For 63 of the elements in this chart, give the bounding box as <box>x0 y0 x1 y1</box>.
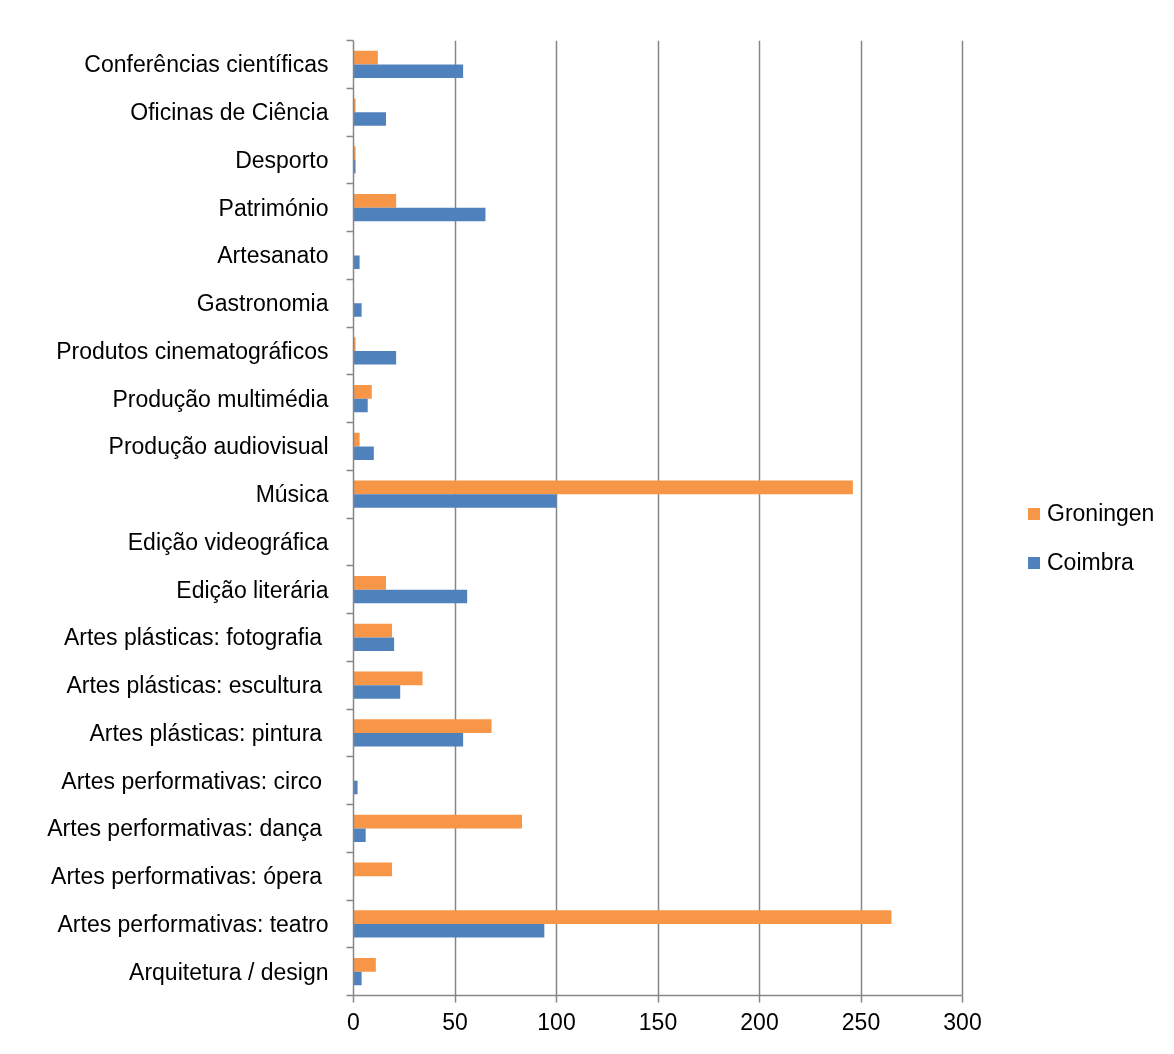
x-tick-label: 300 <box>943 1008 982 1035</box>
y-tick-label: Património <box>218 194 329 221</box>
bar <box>353 589 468 604</box>
bar <box>353 971 362 986</box>
legend-label: Coimbra <box>1047 549 1134 576</box>
x-tick-label: 100 <box>537 1008 576 1035</box>
x-tick-label: 200 <box>740 1008 779 1035</box>
bar <box>353 671 423 686</box>
x-tick-label: 150 <box>638 1008 678 1035</box>
y-tick-label: Artes performativas: circo <box>61 767 323 794</box>
bar <box>353 576 386 590</box>
bar <box>353 780 358 795</box>
bar <box>353 923 545 938</box>
y-tick-label: Oficinas de Ciência <box>130 99 329 126</box>
bar <box>353 398 368 413</box>
bar <box>353 814 522 829</box>
bar <box>353 255 360 269</box>
bar <box>353 303 362 317</box>
bar <box>353 98 356 113</box>
bar <box>353 910 892 924</box>
y-tick-label: Artes performativas: dança <box>47 815 323 842</box>
x-tick-label: 50 <box>442 1008 468 1035</box>
bar <box>353 623 393 638</box>
bar <box>353 685 401 699</box>
x-tick-label: 0 <box>347 1008 360 1035</box>
y-tick-label: Produção audiovisual <box>108 433 329 460</box>
y-tick-label: Produtos cinematográficos <box>56 337 329 364</box>
y-tick-label: Desporto <box>235 146 329 173</box>
y-tick-label: Artes plásticas: pintura <box>89 719 323 746</box>
y-tick-label: Produção multimédia <box>112 385 329 412</box>
y-tick-label: Edição videográfica <box>127 528 329 555</box>
bar <box>353 194 397 208</box>
bar <box>353 494 557 508</box>
bar <box>353 862 393 877</box>
bar <box>353 146 356 160</box>
y-tick-label: Música <box>255 481 329 508</box>
y-tick-label: Artesanato <box>217 242 329 269</box>
bar <box>353 446 374 460</box>
bar <box>353 637 395 651</box>
y-tick-label: Conferências científicas <box>84 51 329 78</box>
y-tick-label: Gastronomia <box>196 290 329 317</box>
y-tick-label: Artes performativas: teatro <box>57 910 329 937</box>
y-tick-label: Artes performativas: ópera <box>51 863 323 890</box>
bar <box>353 64 464 78</box>
bar <box>353 350 397 365</box>
y-tick-label: Edição literária <box>176 576 329 603</box>
bar <box>353 159 356 174</box>
x-tick-label: 250 <box>841 1008 881 1035</box>
bar <box>353 207 486 222</box>
bar <box>353 828 366 842</box>
legend-label: Groningen <box>1047 500 1155 527</box>
y-tick-label: Artes plásticas: fotografia <box>63 624 323 651</box>
bar <box>353 50 378 65</box>
bar <box>353 432 360 447</box>
bar <box>353 385 372 399</box>
bar <box>353 719 492 733</box>
y-tick-label: Arquitetura / design <box>129 958 329 985</box>
bar <box>353 480 853 495</box>
bar <box>353 732 464 747</box>
bar <box>353 337 356 351</box>
bar <box>353 958 376 972</box>
bar <box>353 112 386 126</box>
y-tick-label: Artes plásticas: escultura <box>66 672 323 699</box>
